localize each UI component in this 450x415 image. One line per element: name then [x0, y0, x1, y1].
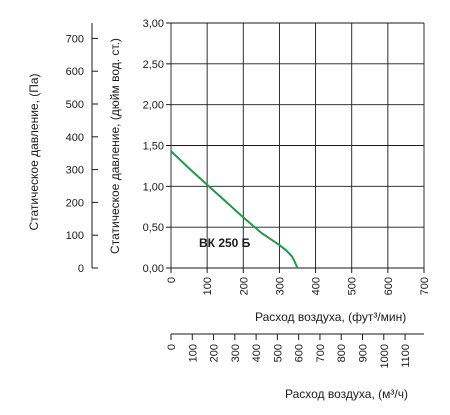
y-tick-label: 2,00 — [143, 100, 164, 112]
y2-tick-label: 200 — [66, 197, 84, 209]
x2-axis-label: Расход воздуха, (м³/ч) — [285, 387, 408, 401]
x2-tick-label: 800 — [336, 344, 348, 362]
x2-tick-label: 200 — [209, 344, 221, 362]
tick-labels: 0,00 0,50 1,00 1,50 2,00 2,50 3,00 0 100 200 300 40… — [66, 18, 431, 368]
y2-axis-label: Статическое давление, (Па) — [27, 73, 41, 230]
y2-tick-label: 600 — [66, 66, 84, 78]
y-tick-label: 0,00 — [143, 263, 164, 275]
axes — [91, 22, 425, 340]
x-tick-label: 300 — [274, 277, 286, 295]
x-tick-label: 400 — [311, 277, 323, 295]
y-axis-label: Статическое давление, (дюйм вод. ст.) — [108, 38, 122, 254]
x2-tick-label: 0 — [166, 344, 178, 350]
x2-tick-label: 700 — [315, 344, 327, 362]
x-tick-label: 600 — [383, 277, 395, 295]
x2-tick-label: 1000 — [379, 344, 391, 368]
y2-tick-label: 500 — [66, 99, 84, 111]
x2-tick-label: 1100 — [400, 344, 412, 368]
x2-tick-label: 600 — [294, 344, 306, 362]
x2-tick-label: 400 — [251, 344, 263, 362]
x2-tick-label: 500 — [272, 344, 284, 362]
y-tick-label: 1,50 — [143, 141, 164, 153]
series-line — [170, 150, 299, 269]
x2-tick-label: 100 — [187, 344, 199, 362]
y-tick-label: 1,00 — [143, 181, 164, 193]
y2-tick-label: 100 — [66, 230, 84, 242]
y-tick-label: 3,00 — [143, 18, 164, 30]
x-tick-label: 0 — [166, 277, 178, 283]
x-axis-label: Расход воздуха, (фут³/мин) — [255, 310, 406, 324]
y2-tick-label: 300 — [66, 165, 84, 177]
x-tick-label: 700 — [419, 277, 431, 295]
y-tick-label: 2,50 — [143, 59, 164, 71]
y2-tick-label: 0 — [78, 263, 84, 275]
x-tick-label: 500 — [347, 277, 359, 295]
grid — [170, 22, 425, 269]
y2-tick-label: 700 — [66, 33, 84, 45]
series-lines — [170, 150, 299, 269]
x2-tick-label: 300 — [230, 344, 242, 362]
x-tick-label: 100 — [202, 277, 214, 295]
y-tick-label: 0,50 — [143, 222, 164, 234]
series-label: ВК 250 Б — [199, 236, 251, 250]
y2-tick-label: 400 — [66, 132, 84, 144]
x-tick-label: 200 — [238, 277, 250, 295]
x2-tick-label: 900 — [358, 344, 370, 362]
